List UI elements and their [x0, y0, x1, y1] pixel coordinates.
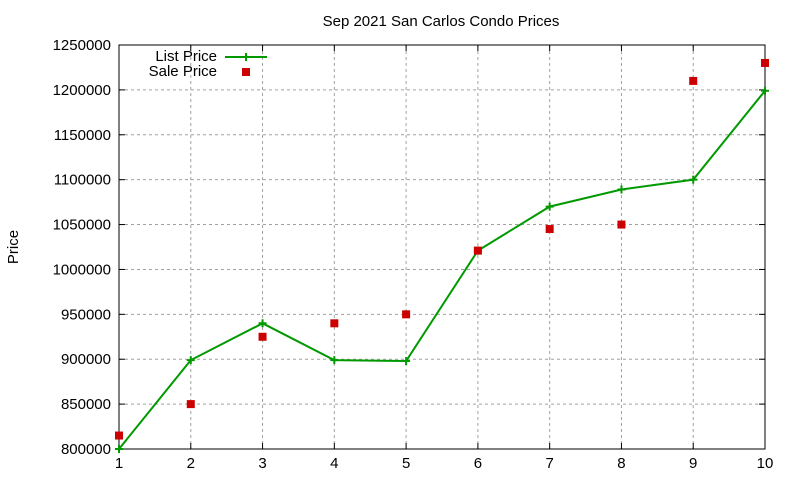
plus-marker-icon	[761, 86, 769, 95]
y-tick-label: 1200000	[53, 82, 111, 99]
y-tick-label: 1050000	[53, 217, 111, 234]
square-marker-icon	[617, 220, 626, 229]
x-tick-label: 4	[330, 455, 338, 472]
plus-marker-icon	[689, 175, 698, 184]
y-tick-label: 950000	[61, 306, 111, 323]
legend: List Price Sale Price	[149, 48, 267, 80]
square-marker-icon	[761, 58, 769, 67]
plus-marker-icon	[115, 445, 123, 453]
y-tick-label: 1000000	[53, 261, 111, 278]
x-tick-label: 5	[402, 455, 410, 472]
x-tick-label: 2	[187, 455, 195, 472]
x-tick-label: 7	[545, 455, 553, 472]
y-tick-label: 850000	[61, 396, 111, 413]
y-axis-ticks: 800000 850000 900000 950000 1000000 1050000 11…	[53, 37, 765, 458]
plus-marker-icon	[258, 319, 267, 328]
x-tick-label: 6	[474, 455, 482, 472]
plus-marker-icon	[545, 202, 554, 211]
y-tick-label: 1150000	[54, 127, 111, 144]
plus-marker-icon	[402, 357, 411, 366]
x-tick-label: 9	[689, 455, 697, 472]
x-tick-label: 3	[258, 455, 266, 472]
square-marker-icon	[545, 225, 554, 234]
square-marker-icon	[115, 431, 123, 440]
plus-marker-icon	[330, 356, 339, 365]
legend-label-list-price: List Price	[155, 48, 217, 65]
plus-marker-icon	[617, 185, 626, 194]
chart-title: Sep 2021 San Carlos Condo Prices	[323, 13, 560, 30]
square-marker-icon	[186, 400, 195, 409]
legend-sale-price-square-icon	[242, 68, 250, 76]
legend-list-price-plus-icon	[242, 53, 250, 61]
y-tick-label: 1100000	[54, 172, 111, 189]
series-line	[118, 90, 766, 450]
legend-label-sale-price: Sale Price	[149, 63, 217, 80]
square-marker-icon	[473, 246, 482, 255]
plus-marker-icon	[186, 356, 195, 365]
x-tick-label: 1	[115, 455, 123, 472]
series-list-price	[115, 86, 769, 453]
x-axis-ticks: 1 2 3 4 5 6 7 8 9 10	[115, 45, 774, 472]
grid	[119, 45, 765, 449]
x-tick-label: 8	[617, 455, 625, 472]
series-sale-price	[115, 58, 769, 440]
y-tick-label: 1250000	[53, 37, 111, 54]
square-marker-icon	[689, 76, 698, 85]
y-axis-label: Price	[5, 230, 22, 264]
x-tick-label: 10	[757, 455, 774, 472]
y-tick-label: 800000	[61, 441, 111, 458]
square-marker-icon	[330, 319, 339, 328]
square-marker-icon	[402, 310, 411, 319]
y-tick-label: 900000	[61, 351, 111, 368]
square-marker-icon	[258, 332, 267, 341]
plot-border	[118, 44, 766, 450]
